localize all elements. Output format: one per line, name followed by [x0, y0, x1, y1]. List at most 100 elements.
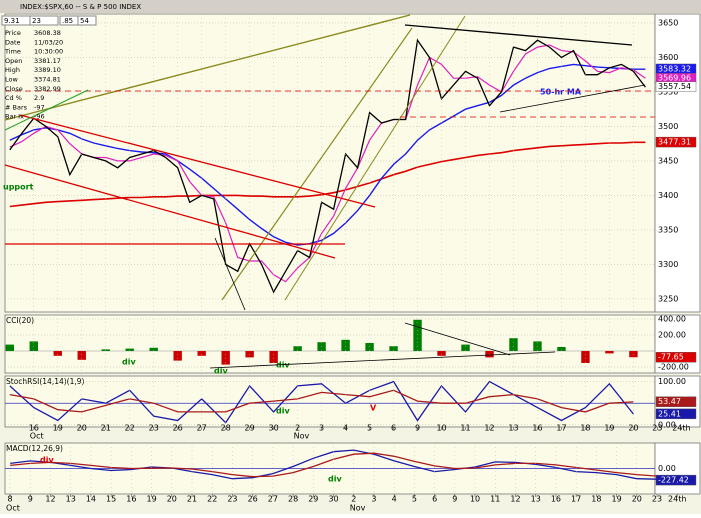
series-line [9, 380, 634, 424]
x-tick-label: 24th [668, 495, 686, 504]
x-tick-label: 19 [53, 424, 63, 433]
x-tick-label: 21 [187, 495, 197, 504]
info-value: -97 [34, 103, 45, 111]
x-tick-label: 19 [604, 424, 614, 433]
trendline [499, 84, 646, 113]
info-value: 3389.10 [34, 66, 61, 74]
bar [197, 351, 206, 356]
x-tick-label: 13 [531, 495, 541, 504]
x-tick-label: 2 [351, 495, 356, 504]
series-line [9, 44, 646, 283]
panels: 3250330033503400345035003550360036503583… [3, 13, 701, 513]
x-tick-label: 3 [319, 424, 324, 433]
bar [557, 347, 566, 351]
panel: CCI(20) 400.00200.00-200.00-77.65divdivdi… [4, 314, 701, 376]
x-tick-label: 22 [207, 495, 217, 504]
y-tick-label: 0.00 [658, 464, 676, 473]
x-tick-label: 15 [106, 495, 116, 504]
x-tick-label: 8 [8, 495, 13, 504]
bar [509, 338, 518, 351]
trendline [209, 351, 556, 369]
info-value: 3381.17 [34, 57, 61, 65]
y-tick-label: 3400 [658, 191, 678, 200]
panel-title: CCI(20) [6, 316, 34, 325]
header-title: INDEX:$SPX,60 -- S & P 500 INDEX [20, 3, 141, 11]
bar [221, 351, 230, 365]
x-tick-label: 2 [295, 424, 300, 433]
x-tick-label: 26 [248, 495, 258, 504]
value-tag-label: 25.41 [658, 409, 681, 418]
info-label: Price [5, 29, 21, 37]
x-tick-label: 23 [652, 495, 662, 504]
info-value: 3382.99 [34, 85, 61, 93]
series-line [10, 449, 678, 481]
x-tick-label: 19 [611, 495, 621, 504]
series-line [9, 141, 646, 208]
x-tick-label: 12 [510, 495, 520, 504]
value-tag-label: 3583.32 [658, 64, 691, 73]
x-tick-label: 23 [652, 424, 662, 433]
x-tick-label: 20 [632, 495, 642, 504]
info-label: Cd % [5, 94, 22, 102]
x-tick-label: 27 [197, 424, 207, 433]
plot-area [4, 375, 656, 428]
y-tick-label: 3500 [658, 122, 678, 131]
trendline [221, 27, 413, 301]
x-tick-label: 6 [432, 495, 437, 504]
x-tick-label: 21 [101, 424, 111, 433]
x-tick-label: 4 [392, 495, 397, 504]
bar [437, 351, 446, 356]
panel: 3250 3300 3350 3400 3450 3500 3550 3600 3650 3583… [3, 13, 701, 313]
panel: StochRSI(14,14)(1,9) 100.00 0.00 53.47 25.41… [4, 14, 701, 441]
y-tick-label: 400.00 [658, 315, 686, 324]
info-label: Bar Ix [5, 113, 24, 121]
bar [461, 344, 470, 351]
x-tick-label: 12 [484, 424, 494, 433]
panel-title: MACD(12,26,9) [6, 444, 63, 453]
x-tick-label: 10 [470, 495, 480, 504]
x-tick-label: 10 [436, 424, 446, 433]
value-tag-label: 3569.96 [658, 74, 691, 83]
x-tick-label: 16 [126, 495, 136, 504]
x-tick-label: 28 [221, 424, 231, 433]
month-label: Nov [294, 432, 310, 441]
y-tick-label: 200.00 [658, 331, 686, 340]
value-tag [655, 136, 697, 148]
x-tick-label: 16 [551, 495, 561, 504]
panel-title: StochRSI(14,14)(1,9) [6, 377, 85, 386]
trendline [4, 164, 336, 259]
field: 9.31 [4, 17, 20, 25]
trendline [4, 89, 89, 131]
y-tick-label: 3600 [658, 53, 678, 62]
x-tick-label: 29 [245, 424, 255, 433]
value-tag [655, 408, 697, 420]
trendline [404, 322, 511, 356]
info-value: 3374.81 [34, 76, 61, 84]
value-tag [655, 474, 697, 486]
info-label: Open [5, 57, 22, 65]
trendline [4, 14, 411, 121]
x-tick-label: 9 [452, 495, 457, 504]
field: .85 [62, 17, 73, 25]
y-tick-label: 0.00 [658, 420, 676, 429]
series-line [9, 389, 634, 413]
bar [125, 348, 134, 351]
info-label: Close [5, 85, 23, 93]
field-box [77, 15, 97, 26]
x-tick-label: 23 [227, 495, 237, 504]
field: 54 [80, 17, 89, 25]
x-tick-label: 23 [149, 424, 159, 433]
y-tick-label: 3250 [658, 294, 678, 303]
axis-area [654, 314, 701, 374]
series-line [9, 63, 646, 246]
field-box [29, 15, 59, 26]
value-tag-label: -77.65 [658, 353, 684, 362]
info-value: 11/03/20 [34, 38, 63, 46]
x-tick-label: 30 [269, 424, 279, 433]
x-tick-label: 5 [412, 495, 417, 504]
y-tick-label: 3450 [658, 156, 678, 165]
bar [605, 351, 614, 354]
x-tick-label: 17 [556, 424, 566, 433]
value-tag [655, 396, 697, 407]
